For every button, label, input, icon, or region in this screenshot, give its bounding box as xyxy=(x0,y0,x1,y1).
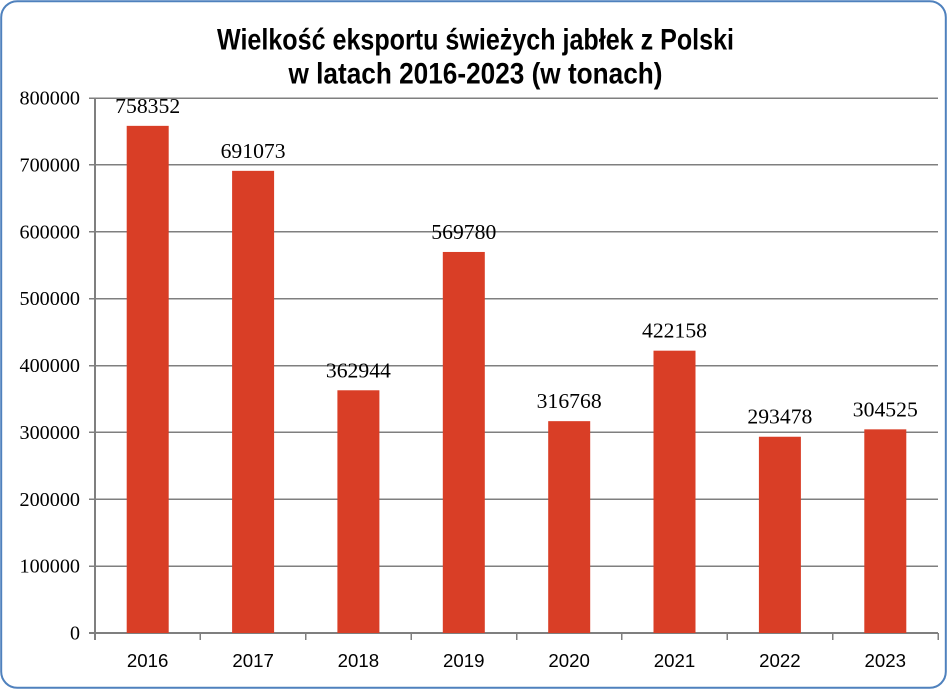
svg-text:316768: 316768 xyxy=(537,389,602,413)
svg-text:w latach 2016-2023 (w tonach): w latach 2016-2023 (w tonach) xyxy=(288,58,663,91)
svg-text:500000: 500000 xyxy=(20,288,81,310)
svg-text:300000: 300000 xyxy=(20,422,81,444)
svg-text:2020: 2020 xyxy=(548,650,590,671)
svg-text:2018: 2018 xyxy=(338,650,380,671)
svg-text:Wielkość eksportu świeżych jab: Wielkość eksportu świeżych jabłek z Pols… xyxy=(217,23,734,56)
svg-text:100000: 100000 xyxy=(20,556,81,578)
svg-text:2017: 2017 xyxy=(232,650,274,671)
svg-text:304525: 304525 xyxy=(853,397,918,421)
svg-text:200000: 200000 xyxy=(20,489,81,511)
svg-text:293478: 293478 xyxy=(747,405,812,429)
svg-text:700000: 700000 xyxy=(20,155,81,177)
svg-text:422158: 422158 xyxy=(642,319,707,343)
svg-text:362944: 362944 xyxy=(326,358,392,382)
svg-text:2019: 2019 xyxy=(443,650,485,671)
svg-text:758352: 758352 xyxy=(115,94,180,118)
svg-text:2023: 2023 xyxy=(865,650,907,671)
svg-text:0: 0 xyxy=(70,623,80,645)
svg-text:2022: 2022 xyxy=(759,650,801,671)
svg-text:400000: 400000 xyxy=(20,355,81,377)
svg-text:800000: 800000 xyxy=(20,88,81,110)
svg-text:2021: 2021 xyxy=(654,650,696,671)
svg-text:691073: 691073 xyxy=(221,139,286,163)
svg-text:2016: 2016 xyxy=(127,650,169,671)
svg-text:600000: 600000 xyxy=(20,221,81,243)
svg-text:569780: 569780 xyxy=(431,220,496,244)
